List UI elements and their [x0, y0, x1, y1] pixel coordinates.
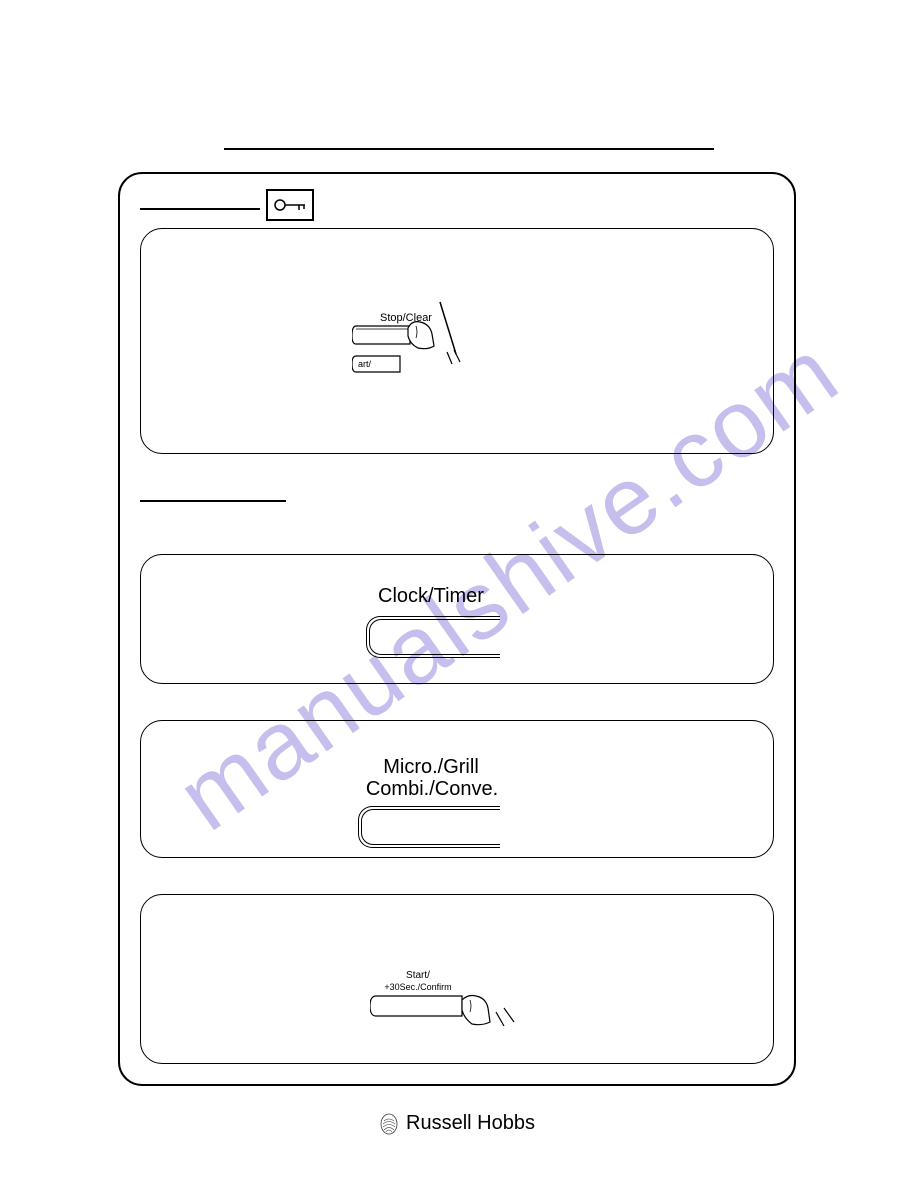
combi-conve-label: Combi./Conve. [354, 778, 510, 801]
fingerprint-icon [380, 1113, 398, 1135]
clock-timer-label: Clock/Timer [366, 585, 496, 608]
brand-footer: Russell Hobbs [380, 1112, 535, 1135]
brand-name: Russell Hobbs [406, 1112, 535, 1135]
section-2-underline [140, 500, 286, 502]
child-lock-underline [140, 208, 260, 210]
start-label: Start/ [398, 970, 438, 981]
key-icon-box [266, 189, 314, 221]
clock-timer-button [366, 616, 500, 658]
micro-grill-button [358, 806, 500, 848]
key-icon [273, 197, 307, 213]
svg-text:art/: art/ [358, 359, 372, 369]
start-30sec-label: +30Sec./Confirm [376, 982, 460, 992]
title-underline [224, 148, 714, 150]
finger-press-illustration-2 [370, 992, 530, 1052]
micro-grill-label: Micro./Grill [366, 756, 496, 779]
finger-press-illustration-1: art/ [352, 296, 472, 386]
